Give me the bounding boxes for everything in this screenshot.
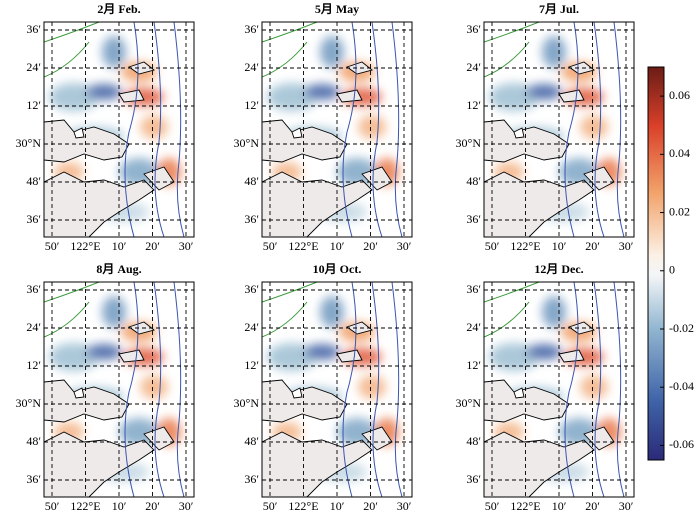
panel-frame [261,281,413,498]
y-tick-label: 24′ [26,60,41,74]
map-panel: 10月 Oct. 36′ 24′ 12′ 30°N 48′ 36′ 50′ 122°E 10′ 20… [234,262,413,513]
x-tick-label: 50′ [485,239,500,253]
panel-title: 2月 Feb. [97,2,140,16]
x-tick-label: 10′ [112,239,127,253]
colorbar-tick-label: 0.04 [669,146,690,160]
y-tick-label: 12′ [244,98,259,112]
y-tick-label: 12′ [466,358,481,372]
x-tick-label: 50′ [45,499,60,513]
panel-title: 10月 Oct. [313,262,362,276]
x-tick-label: 10′ [330,499,345,513]
y-tick-label: 24′ [244,320,259,334]
y-tick-label: 36′ [26,22,41,36]
x-tick-label: 30′ [619,239,634,253]
colorbar-tick-label: 0.06 [669,88,690,102]
map-panel: 2月 Feb. 36′ 24′ 12′ 30°N 48′ 36′ 50′ 122°E 10′ 20′… [16,2,195,253]
y-tick-label: 12′ [244,358,259,372]
x-tick-label: 20′ [585,239,600,253]
y-tick-label: 12′ [26,98,41,112]
y-tick-label: 36′ [244,472,259,486]
panel-frame [261,21,413,238]
x-tick-label: 10′ [552,239,567,253]
y-tick-label: 36′ [466,472,481,486]
x-tick-label: 20′ [145,239,160,253]
y-tick-label: 36′ [26,212,41,226]
y-tick-label: 24′ [466,60,481,74]
panel-frame [43,281,195,498]
panels: 2月 Feb. 36′ 24′ 12′ 30°N 48′ 36′ 50′ 122°E 10′ 20′… [16,2,635,513]
map-panel: 5月 May 36′ 24′ 12′ 30°N 48′ 36′ 50′ 122°E 10′ 20′ 3… [234,2,413,253]
colorbar-tick-label: 0 [669,263,675,277]
y-tick-label: 12′ [26,358,41,372]
colorbar-tick-label: -0.02 [669,321,694,335]
y-tick-label: 48′ [244,434,259,448]
panel-title: 12月 Dec. [534,262,583,276]
y-tick-label: 36′ [466,282,481,296]
x-tick-label: 50′ [263,499,278,513]
panel-title: 7月 Jul. [539,2,579,16]
y-tick-label: 24′ [26,320,41,334]
x-tick-label: 30′ [397,239,412,253]
y-tick-label: 48′ [466,174,481,188]
panel-frame [483,21,635,238]
x-tick-label: 30′ [619,499,634,513]
colorbar-tick-label: 0.02 [669,204,690,218]
y-tick-label: 12′ [466,98,481,112]
panel-title: 5月 May [315,2,359,16]
x-tick-label: 122°E [288,499,318,513]
colorbar-tick-label: -0.04 [669,379,694,393]
map-panel: 8月 Aug. 36′ 24′ 12′ 30°N 48′ 36′ 50′ 122°E 10′ 20′… [16,262,195,513]
y-tick-label: 48′ [466,434,481,448]
x-tick-label: 50′ [45,239,60,253]
x-tick-label: 122°E [70,239,100,253]
y-tick-label: 30°N [16,136,42,150]
y-tick-label: 30°N [234,136,260,150]
y-tick-label: 24′ [466,320,481,334]
x-tick-label: 30′ [179,499,194,513]
y-tick-label: 36′ [26,282,41,296]
y-tick-label: 48′ [26,174,41,188]
x-tick-label: 10′ [330,239,345,253]
x-tick-label: 122°E [70,499,100,513]
y-tick-label: 36′ [466,22,481,36]
panel-title: 8月 Aug. [96,262,141,276]
x-tick-label: 20′ [363,239,378,253]
y-tick-label: 24′ [244,60,259,74]
colorbar-scale [647,66,665,461]
map-panel: 7月 Jul. 36′ 24′ 12′ 30°N 48′ 36′ 50′ 122°E 10′ 20′… [456,2,635,253]
colorbar-tick-label: -0.06 [669,437,694,451]
x-tick-label: 30′ [397,499,412,513]
y-tick-label: 30°N [16,396,42,410]
x-tick-label: 10′ [112,499,127,513]
y-tick-label: 30°N [456,396,482,410]
x-tick-label: 122°E [510,239,540,253]
y-tick-label: 48′ [244,174,259,188]
x-tick-label: 50′ [485,499,500,513]
y-tick-label: 30°N [234,396,260,410]
y-tick-label: 36′ [244,212,259,226]
y-tick-label: 48′ [26,434,41,448]
x-tick-label: 122°E [510,499,540,513]
y-tick-label: 36′ [466,212,481,226]
panel-frame [483,281,635,498]
colorbar: 0.06 0.04 0.02 0 -0.02 -0.04 -0.06 [647,66,694,461]
x-tick-label: 30′ [179,239,194,253]
x-tick-label: 20′ [363,499,378,513]
x-tick-label: 20′ [145,499,160,513]
y-tick-label: 30°N [456,136,482,150]
x-tick-label: 10′ [552,499,567,513]
y-tick-label: 36′ [244,22,259,36]
x-tick-label: 20′ [585,499,600,513]
y-tick-label: 36′ [244,282,259,296]
x-tick-label: 122°E [288,239,318,253]
x-tick-label: 50′ [263,239,278,253]
panel-frame [43,21,195,238]
y-tick-label: 36′ [26,472,41,486]
map-panel: 12月 Dec. 36′ 24′ 12′ 30°N 48′ 36′ 50′ 122°E 10′ 20… [456,262,635,513]
